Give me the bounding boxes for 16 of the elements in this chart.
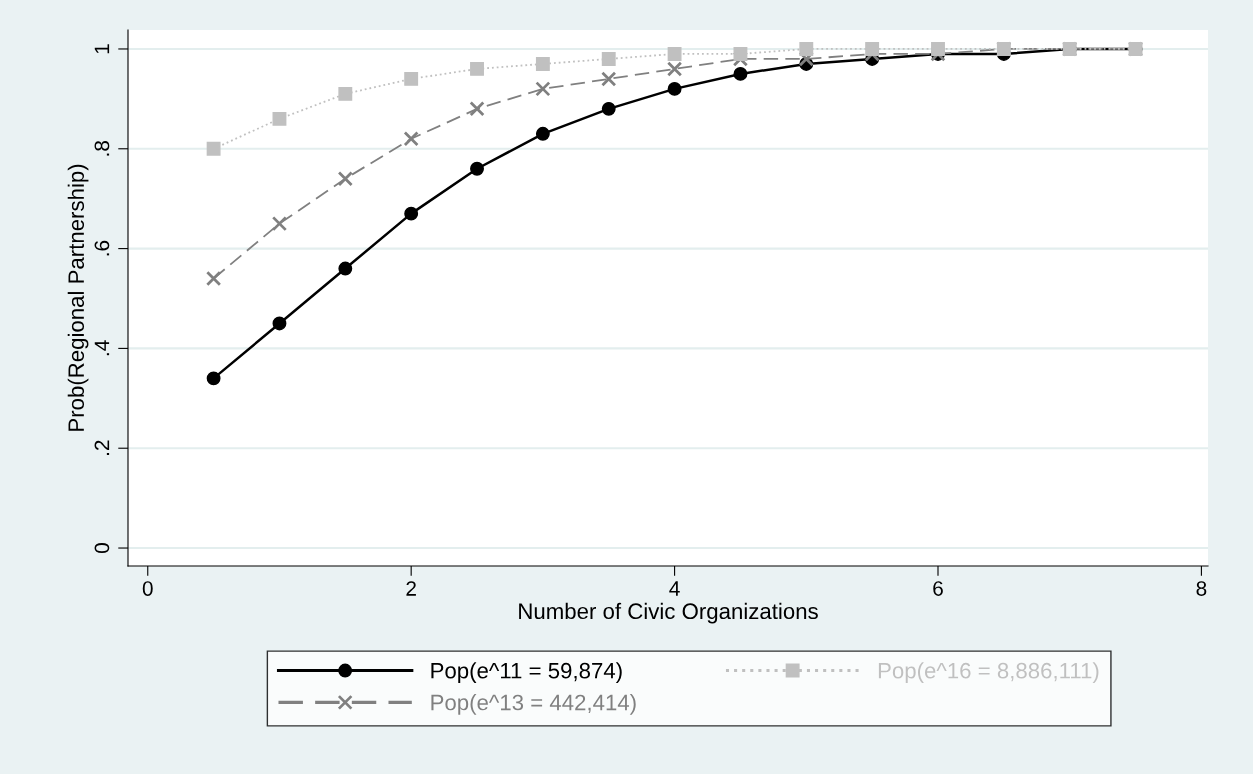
x-tick-label: 8 <box>1196 581 1207 596</box>
y-axis-title: Prob(Regional Partnership) <box>67 164 89 431</box>
x-tick-label: 6 <box>933 581 943 596</box>
y-tick-label: 0 <box>94 543 110 554</box>
x-tick-label: 2 <box>406 581 416 596</box>
y-tick-label: .8 <box>94 141 110 156</box>
x-tick-label: 0 <box>142 581 153 596</box>
y-tick-label: 1 <box>94 44 110 54</box>
x-axis-title: Number of Civic Organizations <box>519 602 818 624</box>
y-tick-label: .6 <box>94 240 110 256</box>
text: Pop(e^16 = 8,886,111) <box>878 662 1099 683</box>
y-tick-label: .4 <box>94 340 110 356</box>
text: Pop(e^13 = 442,414) <box>431 694 636 715</box>
y-tick-label: .2 <box>94 440 110 456</box>
text: Pop(e^11 = 59,874) <box>431 662 622 683</box>
x-tick-label: 4 <box>669 581 680 596</box>
